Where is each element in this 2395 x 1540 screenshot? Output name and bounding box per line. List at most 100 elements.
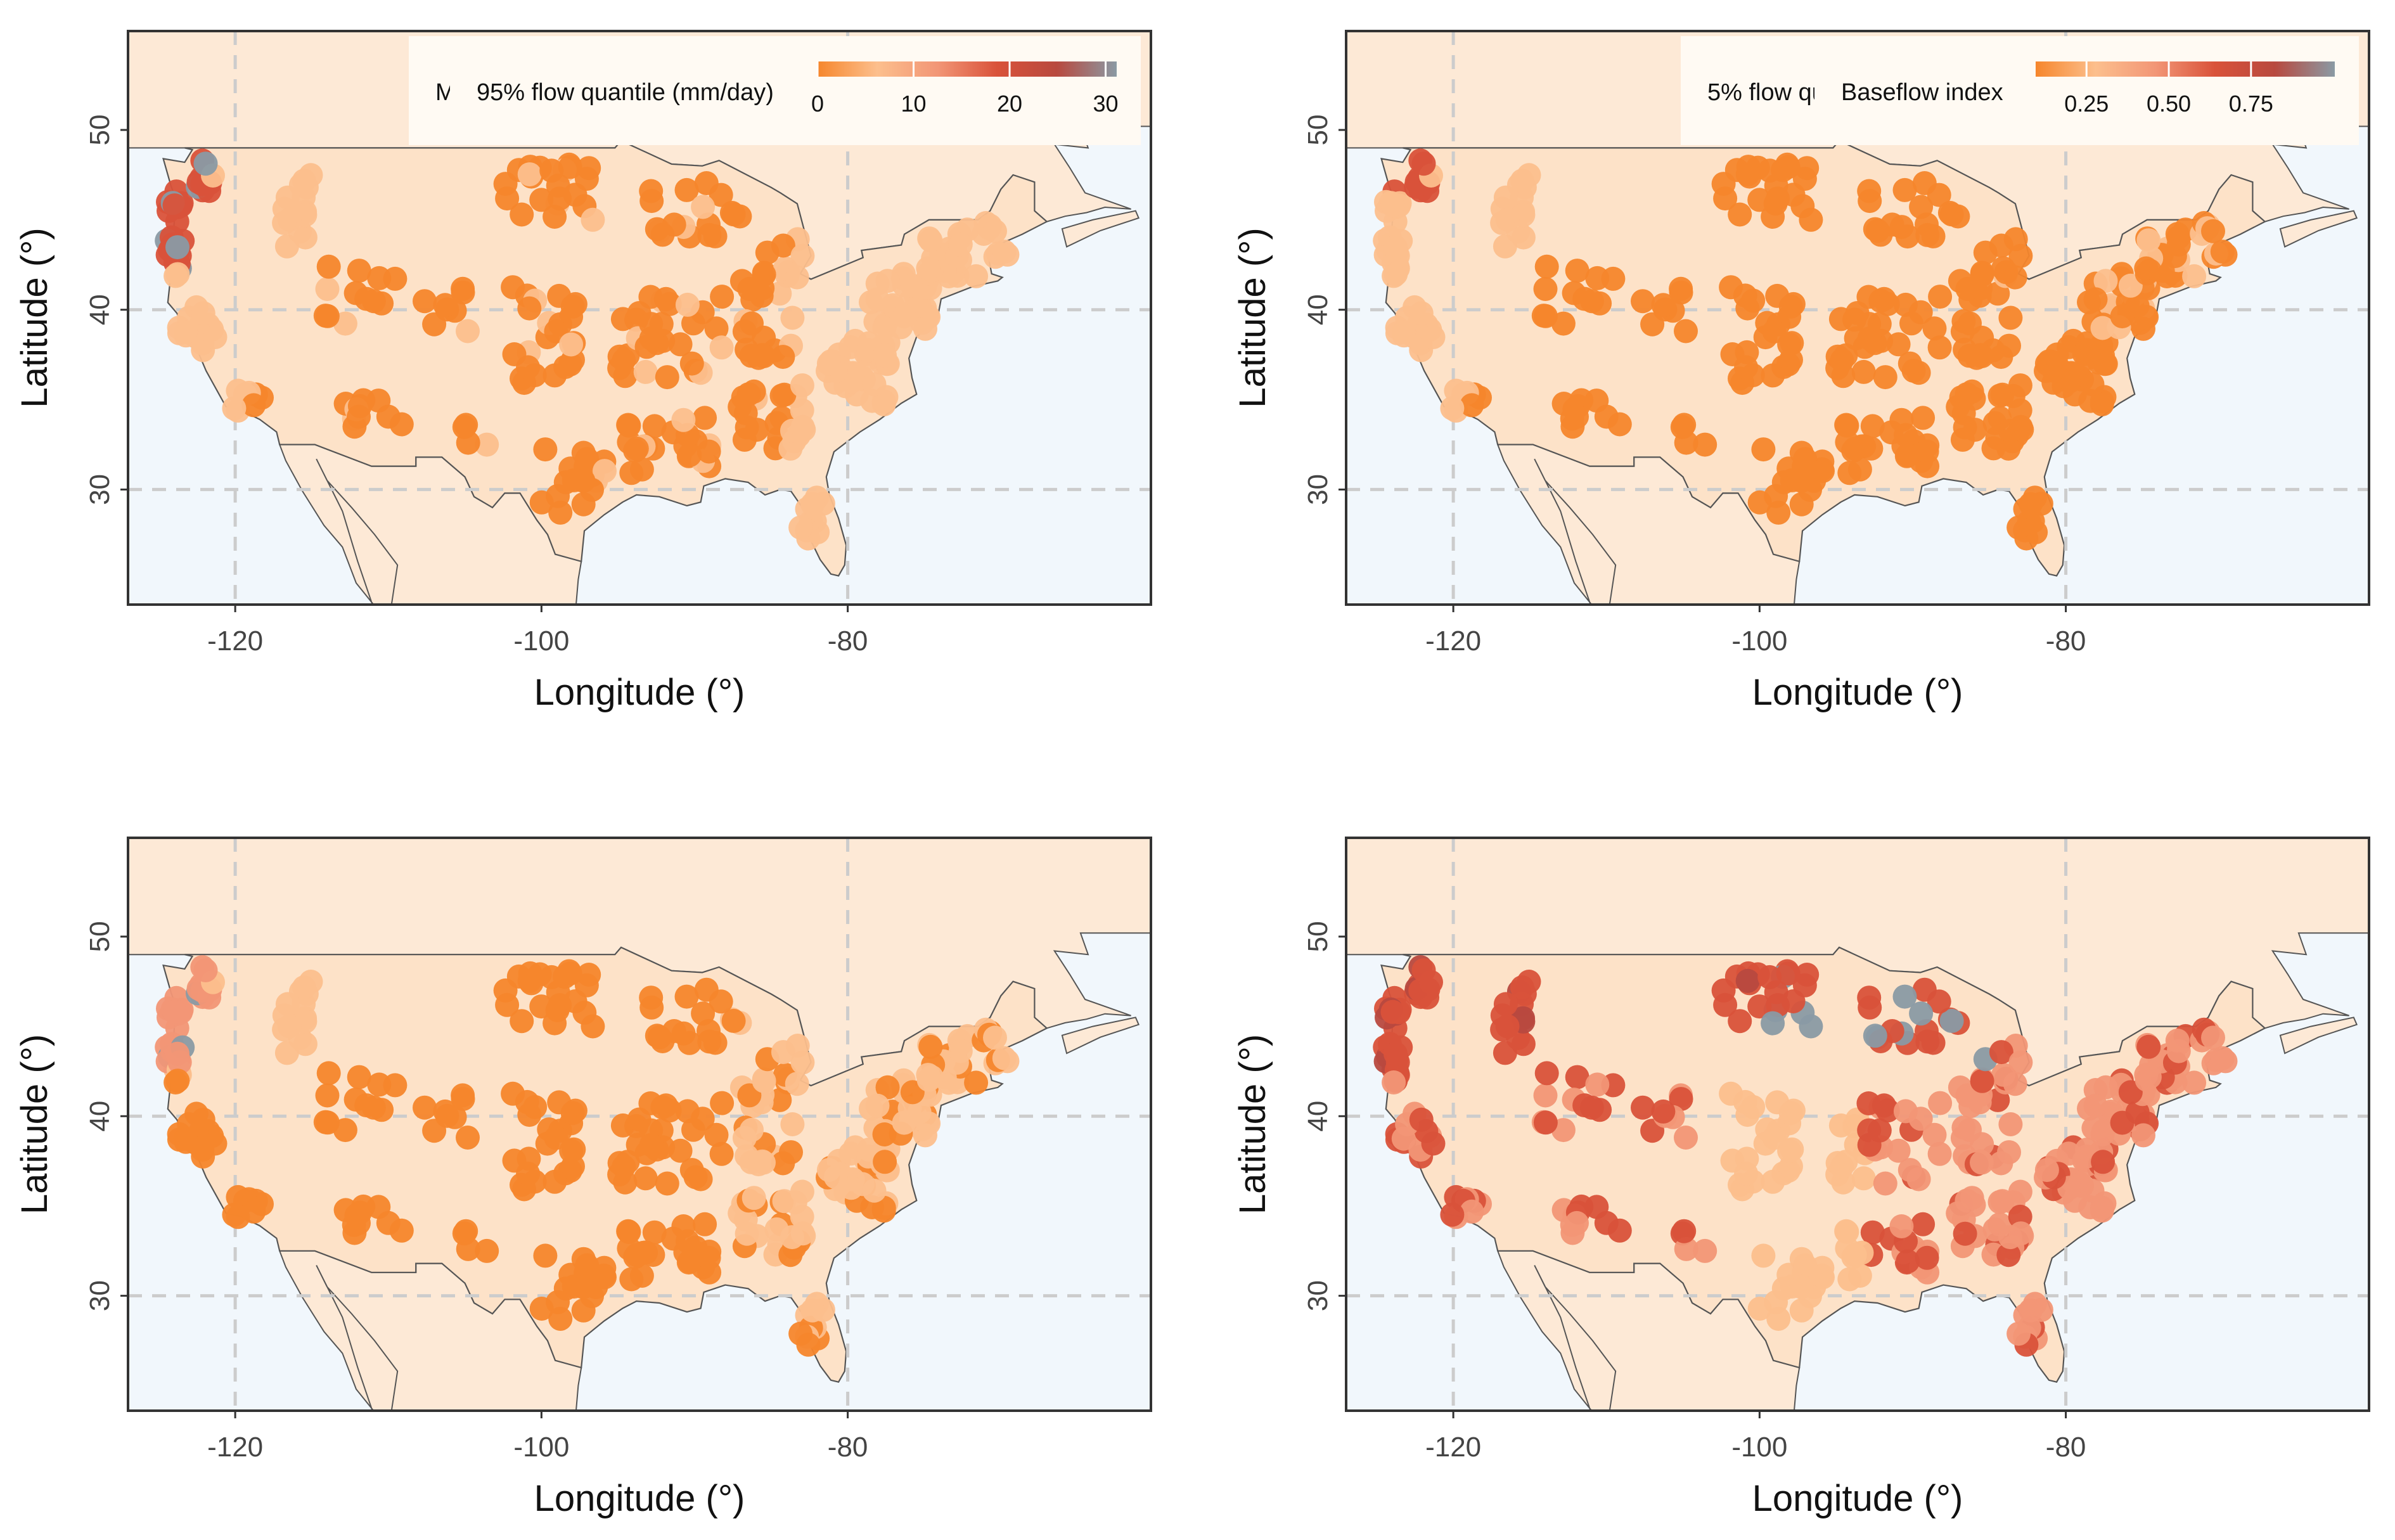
site-point — [1856, 1091, 1881, 1115]
site-point — [639, 179, 664, 203]
site-point — [560, 1101, 585, 1126]
site-point — [1761, 1169, 1785, 1194]
site-point — [1792, 973, 1817, 998]
site-point — [2134, 256, 2159, 281]
site-point — [1911, 406, 1936, 430]
site-point — [721, 202, 746, 227]
site-point — [1391, 320, 1416, 345]
site-point — [983, 1025, 1007, 1050]
site-point — [1893, 1099, 1918, 1124]
site-point — [1799, 207, 1823, 232]
site-point — [574, 167, 599, 191]
site-point — [529, 994, 554, 1019]
site-point — [559, 332, 584, 357]
site-point — [1719, 275, 1743, 300]
site-point — [704, 316, 729, 341]
site-point — [2210, 240, 2235, 264]
site-point — [1711, 172, 1736, 196]
legend-tick-label: 0 — [811, 91, 824, 117]
site-point — [559, 1139, 584, 1163]
site-point — [1579, 289, 1604, 314]
nova-scotia-landmass — [1061, 1017, 1140, 1055]
site-point — [1911, 1212, 1936, 1236]
site-point — [1776, 155, 1801, 179]
x-tick-label: -120 — [207, 626, 263, 657]
site-point — [1896, 443, 1920, 468]
site-point — [1889, 1214, 1914, 1238]
site-point — [1990, 1189, 2015, 1214]
site-point — [164, 264, 188, 288]
site-point — [633, 1166, 658, 1191]
site-point — [2131, 316, 2155, 341]
site-point — [900, 1080, 925, 1105]
legend-colorbar — [818, 61, 1117, 77]
conus-landmass — [162, 139, 1048, 577]
site-point — [671, 407, 696, 432]
site-point — [1856, 285, 1881, 309]
site-point — [241, 1199, 266, 1224]
y-tick-label: 40 — [84, 294, 115, 325]
site-point — [2110, 304, 2135, 329]
site-point — [778, 436, 803, 461]
site-point — [1693, 1238, 1718, 1263]
site-point — [875, 1075, 900, 1100]
site-point — [2019, 492, 2043, 517]
site-point — [173, 320, 198, 345]
site-point — [1594, 404, 1619, 429]
site-point — [873, 1150, 897, 1174]
site-point — [454, 413, 478, 437]
site-point — [1960, 379, 1984, 404]
legend-tick-label: 30 — [1093, 91, 1119, 117]
x-tick-label: -80 — [828, 1432, 868, 1463]
site-point — [1922, 1122, 1947, 1147]
site-point — [1533, 1110, 1558, 1135]
site-point — [517, 162, 542, 187]
site-point — [2008, 1179, 2032, 1204]
site-point — [1955, 276, 1980, 301]
site-point — [1719, 1081, 1743, 1106]
site-point — [2003, 265, 2027, 290]
site-point — [533, 1243, 558, 1268]
site-point — [1761, 1011, 1785, 1036]
y-tick-label: 50 — [84, 115, 115, 146]
site-point — [1409, 1107, 1434, 1132]
site-point — [361, 289, 386, 314]
y-tick-label: 30 — [1302, 1280, 1333, 1311]
conus-landmass — [1380, 139, 2266, 577]
site-point — [456, 319, 480, 343]
site-point — [752, 1150, 776, 1175]
site-point — [1970, 1150, 1994, 1175]
site-point — [740, 311, 764, 336]
site-point — [1631, 1095, 1655, 1120]
site-point — [1669, 1087, 1693, 1112]
site-point — [1851, 1166, 1876, 1191]
site-point — [1747, 994, 1772, 1019]
site-point — [1857, 1133, 1882, 1157]
legend-tick-label: 20 — [997, 91, 1022, 117]
site-point — [948, 1039, 973, 1063]
site-point — [873, 343, 897, 368]
site-markers — [155, 955, 1020, 1357]
site-markers — [1373, 955, 2238, 1357]
site-point — [918, 228, 943, 253]
site-point — [771, 1151, 795, 1176]
site-point — [347, 1065, 371, 1089]
site-point — [2134, 1063, 2159, 1088]
site-point — [315, 1110, 340, 1135]
site-point — [2008, 373, 2032, 398]
site-point — [639, 326, 664, 351]
site-point — [575, 447, 600, 472]
site-point — [2008, 1221, 2033, 1246]
site-point — [790, 414, 815, 439]
site-point — [1585, 266, 1610, 290]
y-axis-title: Latitude (°) — [14, 1034, 55, 1214]
site-point — [1799, 1014, 1823, 1039]
site-point — [772, 382, 797, 407]
site-point — [790, 373, 814, 398]
site-point — [693, 406, 717, 430]
site-point — [1958, 1117, 1982, 1142]
site-point — [1928, 285, 1953, 309]
site-point — [742, 379, 766, 404]
site-point — [1776, 961, 1801, 986]
site-point — [1380, 193, 1405, 218]
